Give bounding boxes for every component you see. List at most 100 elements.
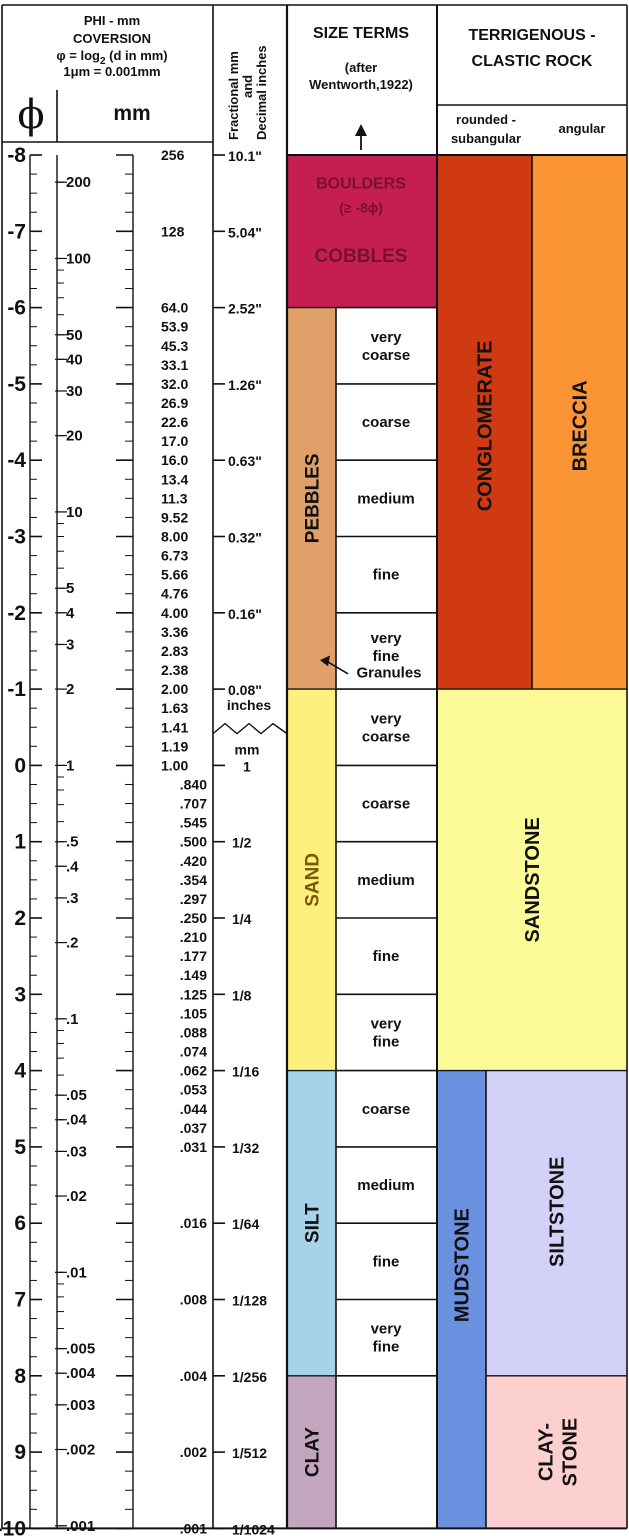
- mm-label: 8.00: [161, 529, 188, 545]
- mm-label: 256: [161, 147, 185, 163]
- log-scale-label: .005: [66, 1341, 95, 1358]
- log-scale-label: .3: [66, 890, 79, 907]
- mm-label: 2.00: [161, 681, 188, 697]
- inch-label: 2.52": [228, 301, 262, 317]
- size-subdivision-label: coarse: [362, 347, 410, 364]
- mm-label: 16.0: [161, 452, 188, 468]
- log-scale-label: .001: [66, 1518, 95, 1535]
- size-terms-title: SIZE TERMS: [313, 25, 409, 42]
- size-subdivision-label: very: [371, 329, 403, 346]
- phi-symbol: ϕ: [17, 92, 44, 138]
- rock-label-siltstone: SILTSTONE: [547, 1157, 569, 1267]
- size-subdivision-label: very: [371, 1321, 403, 1338]
- phi-label: -6: [7, 297, 26, 320]
- angular-label: angular: [559, 121, 606, 136]
- class-band-cobbles-wide: [336, 155, 437, 308]
- size-terms-citation: Wentworth,1922): [309, 77, 413, 92]
- mm-label: .016: [180, 1215, 207, 1231]
- unit-break-zigzag: [212, 722, 288, 735]
- size-subdivision-label: fine: [373, 1339, 400, 1356]
- log-scale-label: .4: [66, 858, 79, 875]
- fraction-label: 1/1024: [232, 1521, 275, 1536]
- log-scale-label: 20: [66, 428, 83, 445]
- rock-band-siltstone: [486, 1070, 627, 1376]
- fractional-header-line3: Decimal inches: [254, 45, 269, 140]
- phi-label: -3: [7, 526, 26, 549]
- mm-label: 33.1: [161, 357, 188, 373]
- mm-label: 5.66: [161, 567, 188, 583]
- size-subdivision-label: medium: [357, 872, 415, 889]
- phi-mm-conversion: COVERSION: [73, 31, 151, 46]
- mm-label: .125: [180, 986, 207, 1002]
- rock-title-line1: TERRIGENOUS -: [468, 27, 595, 44]
- phi-label: 0: [14, 754, 26, 777]
- header: PHI - mm COVERSION φ = log2 (d in mm) 1μ…: [17, 13, 605, 146]
- log-scale-label: .04: [66, 1112, 88, 1129]
- log-scale-label: 100: [66, 250, 91, 267]
- rock-band-sandstone: [437, 689, 627, 1071]
- size-subdivision-label: fine: [373, 948, 400, 965]
- mm-label: 32.0: [161, 376, 188, 392]
- mm-label: 64.0: [161, 300, 188, 316]
- rock-label-claystone-part1: CLAY-: [536, 1423, 558, 1481]
- mm-label: .545: [180, 815, 207, 831]
- log-scale-label: .03: [66, 1143, 87, 1160]
- mm-label: .001: [180, 1520, 207, 1536]
- granules-label: Granules: [356, 665, 421, 682]
- mm-label: 11.3: [161, 490, 188, 506]
- rounded-subangular-line2: subangular: [451, 131, 521, 146]
- phi-label: -8: [7, 144, 26, 167]
- mm-label: 13.4: [161, 471, 188, 487]
- boulders-arrow-head: [355, 124, 367, 136]
- fraction-label: 1/2: [232, 835, 252, 851]
- fraction-label: 1/512: [232, 1445, 267, 1461]
- mm-label: .420: [180, 853, 207, 869]
- phi-scale: [29, 154, 288, 1530]
- micron-definition: 1μm = 0.001mm: [63, 64, 160, 79]
- mm-label: 22.6: [161, 414, 188, 430]
- fractional-header-line2: and: [240, 75, 255, 98]
- fraction-label: 1/16: [232, 1064, 259, 1080]
- log-scale-label: 50: [66, 327, 83, 344]
- mm-label: 53.9: [161, 319, 188, 335]
- mm-label: .002: [180, 1444, 207, 1460]
- mm-label: 4.76: [161, 586, 188, 602]
- mm-label: .210: [180, 929, 207, 945]
- phi-mm-title: PHI - mm: [84, 13, 140, 28]
- phi-label: -10: [0, 1517, 26, 1536]
- log-scale-label: .004: [66, 1365, 96, 1382]
- log-scale-label: 40: [66, 351, 83, 368]
- log-scale-label: .5: [66, 834, 79, 851]
- chart-labels: -8-7-6-5-4-3-2-10123456789-1020010050403…: [0, 144, 592, 1536]
- log-scale-label: .003: [66, 1397, 95, 1414]
- log-scale-label: .2: [66, 935, 79, 952]
- rock-label-conglomerate: CONGLOMERATE: [475, 340, 497, 511]
- size-subdivision-label: fine: [373, 1033, 400, 1050]
- mm-label: 128: [161, 223, 185, 239]
- phi-label: -2: [7, 602, 26, 625]
- phi-label: -7: [7, 220, 26, 243]
- rock-label-mudstone: MUDSTONE: [452, 1208, 474, 1322]
- inch-label: 1.26": [228, 377, 262, 393]
- log-scale-label: 5: [66, 580, 74, 597]
- phi-label: 1: [14, 831, 26, 854]
- class-label-sand: SAND: [303, 853, 324, 907]
- log-scale-label: 10: [66, 504, 83, 521]
- mm-label: 45.3: [161, 338, 188, 354]
- mm-label: 1.41: [161, 719, 188, 735]
- log-scale-label: 4: [66, 605, 75, 622]
- inch-label: 0.08": [228, 682, 262, 698]
- log-scale-label: .05: [66, 1087, 87, 1104]
- fraction-label: 1/64: [232, 1216, 259, 1232]
- mm-label: .053: [180, 1082, 207, 1098]
- size-subdivision-label: very: [371, 710, 403, 727]
- size-subdivision-label: fine: [373, 648, 400, 665]
- mm-label: .008: [180, 1292, 207, 1308]
- inch-label: 0.16": [228, 606, 262, 622]
- mm-label: 1.63: [161, 700, 188, 716]
- mm-label: 2.38: [161, 662, 188, 678]
- phi-label: -4: [7, 449, 26, 472]
- log-scale-label: 3: [66, 636, 74, 653]
- inch-label: 0.32": [228, 530, 262, 546]
